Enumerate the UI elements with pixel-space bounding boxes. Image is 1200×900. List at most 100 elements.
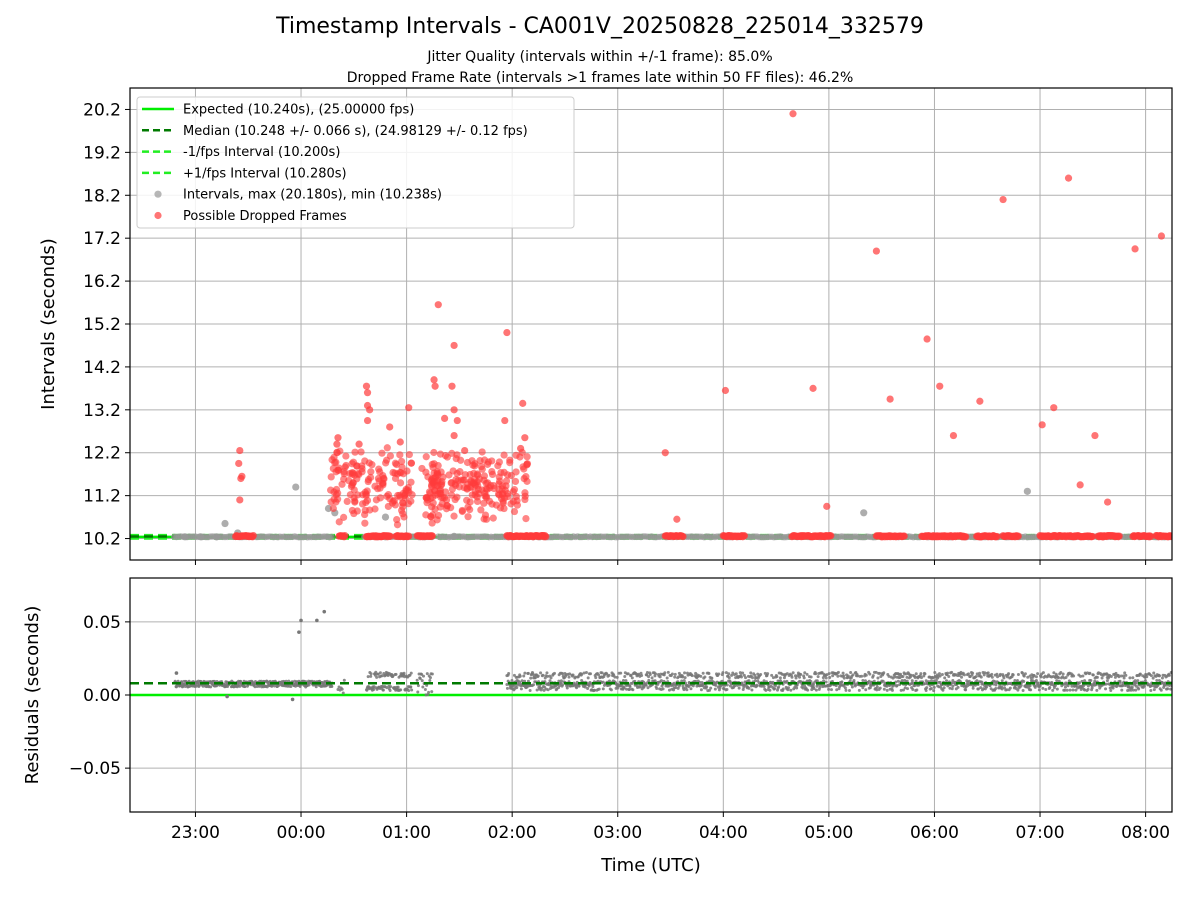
dropped-frame-point bbox=[434, 301, 442, 309]
residual-point bbox=[841, 671, 845, 675]
residual-point bbox=[932, 689, 936, 693]
residual-point bbox=[893, 675, 897, 679]
residual-point bbox=[614, 682, 618, 686]
residual-point bbox=[621, 679, 625, 683]
residual-point bbox=[1053, 683, 1057, 687]
residual-point bbox=[533, 676, 537, 680]
residual-point bbox=[523, 671, 527, 675]
x-tick-label: 02:00 bbox=[488, 823, 537, 843]
dropped-frame-point bbox=[1167, 532, 1172, 540]
residual-point bbox=[932, 685, 936, 689]
dropped-frame-point bbox=[393, 515, 401, 524]
residual-point bbox=[737, 686, 741, 690]
residual-point bbox=[802, 676, 806, 680]
residual-point bbox=[727, 672, 731, 676]
residual-point bbox=[990, 675, 994, 679]
dropped-frame-point bbox=[383, 444, 391, 452]
residual-point bbox=[1086, 684, 1090, 688]
residual-point bbox=[717, 672, 721, 676]
x-tick-label: 04:00 bbox=[699, 823, 748, 843]
chart-subtitle-jitter: Jitter Quality (intervals within +/-1 fr… bbox=[427, 49, 773, 65]
residual-point bbox=[575, 686, 579, 690]
dropped-frame-point bbox=[327, 473, 335, 481]
residual-point bbox=[582, 671, 586, 675]
residual-point bbox=[1070, 684, 1074, 688]
residual-point bbox=[699, 674, 703, 678]
interval-point bbox=[381, 513, 390, 521]
dropped-frame-point bbox=[457, 476, 465, 484]
dropped-frame-point bbox=[389, 468, 397, 477]
dropped-frame-point bbox=[473, 497, 482, 506]
dropped-frame-point bbox=[249, 531, 257, 540]
residual-point bbox=[415, 678, 419, 682]
residual-point bbox=[867, 679, 871, 683]
residual-point bbox=[753, 673, 757, 677]
residual-point bbox=[640, 673, 644, 677]
residual-point bbox=[910, 679, 914, 683]
residual-point bbox=[1130, 685, 1134, 689]
residual-point bbox=[1017, 684, 1021, 688]
x-tick-label: 00:00 bbox=[277, 823, 326, 843]
legend-swatch bbox=[154, 190, 162, 198]
residual-point bbox=[1048, 685, 1052, 689]
residual-point bbox=[707, 672, 711, 676]
dropped-frame-point bbox=[448, 382, 456, 390]
residual-point bbox=[827, 672, 831, 676]
legend-swatch bbox=[154, 211, 162, 220]
residual-point bbox=[663, 671, 667, 675]
residual-point bbox=[597, 687, 601, 691]
residual-point bbox=[721, 671, 725, 675]
dropped-frame-point bbox=[1076, 481, 1084, 489]
residual-point bbox=[322, 609, 327, 614]
residual-point bbox=[831, 674, 835, 678]
residual-point bbox=[752, 684, 756, 688]
dropped-frame-point bbox=[346, 491, 355, 499]
dropped-frame-point bbox=[448, 491, 456, 499]
residual-point bbox=[944, 679, 948, 683]
residual-point bbox=[340, 687, 344, 691]
dropped-frame-point bbox=[430, 376, 438, 384]
residual-point bbox=[646, 686, 650, 690]
residual-point bbox=[591, 685, 595, 689]
dropped-frame-point bbox=[357, 448, 365, 456]
residual-point bbox=[514, 684, 518, 688]
residual-point bbox=[426, 693, 430, 697]
residual-point bbox=[971, 671, 975, 675]
residual-point bbox=[277, 684, 281, 688]
legend-label: Median (10.248 +/- 0.066 s), (24.98129 +… bbox=[183, 124, 528, 139]
residual-point bbox=[1137, 687, 1141, 691]
residual-point bbox=[960, 675, 964, 679]
residual-point bbox=[511, 684, 515, 688]
residual-point bbox=[847, 689, 851, 693]
residual-point bbox=[735, 683, 739, 687]
residual-point bbox=[553, 671, 557, 675]
residual-point bbox=[1051, 688, 1055, 692]
residual-point bbox=[794, 676, 798, 680]
residual-point bbox=[645, 671, 649, 675]
residual-point bbox=[725, 687, 729, 691]
dropped-frame-point bbox=[382, 459, 390, 467]
residual-point bbox=[766, 672, 770, 676]
dropped-frame-point bbox=[481, 511, 490, 519]
residual-point bbox=[1135, 681, 1139, 685]
y-tick-label: 17.2 bbox=[83, 229, 121, 249]
residual-point bbox=[686, 684, 690, 688]
residual-point bbox=[665, 676, 669, 680]
residual-point bbox=[1061, 672, 1065, 676]
residual-point bbox=[979, 675, 983, 679]
residual-point bbox=[975, 679, 979, 683]
dropped-frame-point bbox=[434, 511, 443, 520]
residual-point bbox=[1044, 687, 1048, 691]
residual-point bbox=[857, 688, 861, 692]
dropped-frame-point bbox=[1104, 498, 1112, 506]
residual-point bbox=[418, 677, 422, 681]
dropped-frame-point bbox=[441, 451, 450, 460]
residual-point bbox=[1041, 671, 1045, 675]
chart-title: Timestamp Intervals - CA001V_20250828_22… bbox=[276, 14, 924, 39]
residual-point bbox=[778, 676, 782, 680]
dropped-frame-point bbox=[450, 512, 458, 520]
residual-point bbox=[995, 672, 999, 676]
dropped-frame-point bbox=[519, 399, 527, 407]
residual-point bbox=[1034, 675, 1038, 679]
residual-point bbox=[683, 671, 687, 675]
